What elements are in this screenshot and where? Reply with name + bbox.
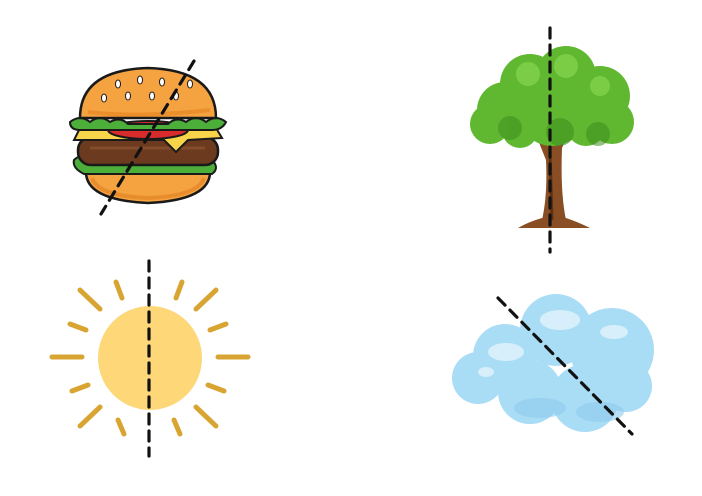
cloud-icon [452, 294, 654, 432]
hamburger-cut-line [99, 59, 196, 216]
sun-icon [49, 279, 251, 437]
cloud-cut-line [496, 296, 634, 436]
tree-icon [470, 46, 634, 228]
